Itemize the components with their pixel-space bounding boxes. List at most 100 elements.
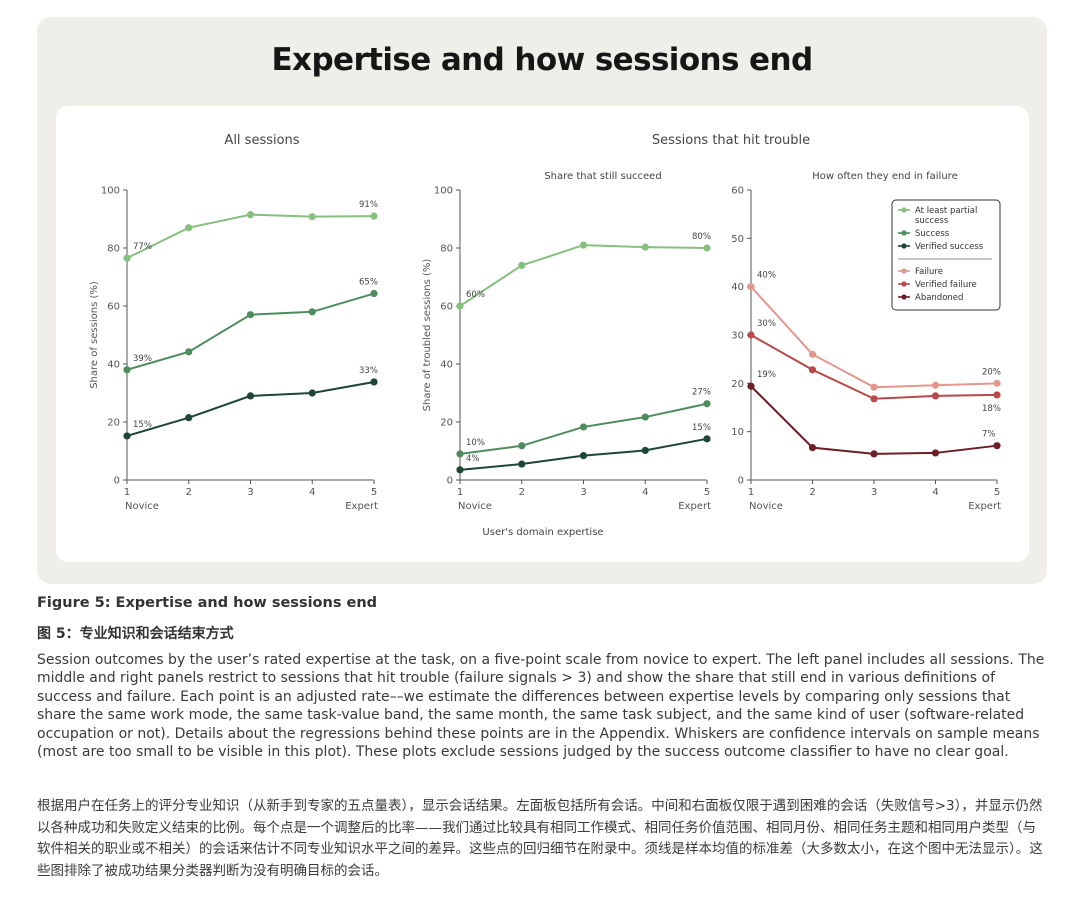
x-end-label-high: Expert [345, 501, 378, 512]
data-label: 27% [692, 388, 711, 398]
y-tick-label: 60 [107, 302, 120, 313]
data-point-partial [246, 211, 255, 219]
legend-swatch-dot [901, 243, 907, 249]
x-end-label-high: Expert [678, 501, 711, 512]
figure-title: Expertise and how sessions end [271, 42, 813, 78]
panel-title: All sessions [224, 133, 299, 148]
legend-label: Verified success [915, 242, 984, 252]
data-point-partial [703, 244, 711, 252]
data-point-abandoned [993, 442, 1001, 450]
x-end-label-low: Novice [749, 501, 783, 512]
y-tick-label: 80 [440, 244, 453, 255]
data-point-abandoned [870, 450, 878, 458]
shared-x-axis-label: User's domain expertise [482, 527, 603, 538]
group-title: Sessions that hit trouble [652, 133, 810, 148]
legend-swatch-dot [901, 281, 907, 287]
y-tick-label: 0 [447, 476, 453, 487]
x-tick-label: 3 [247, 487, 253, 498]
x-tick-label: 5 [994, 487, 1000, 498]
data-label: 60% [466, 290, 485, 300]
legend-label: Abandoned [915, 293, 963, 303]
data-point-verified [308, 389, 316, 397]
data-label: 33% [359, 366, 378, 376]
data-point-failure [931, 381, 940, 389]
legend-swatch-dot [901, 207, 907, 213]
x-tick-label: 1 [124, 487, 130, 498]
data-label: 80% [692, 232, 711, 242]
data-point-verified_failure [870, 395, 878, 403]
data-point-verified [456, 466, 464, 474]
legend-swatch-dot [901, 230, 907, 236]
data-point-verified [518, 460, 526, 468]
x-end-label-low: Novice [458, 501, 492, 512]
data-point-verified [123, 432, 131, 440]
data-point-failure [808, 350, 817, 358]
data-label: 4% [466, 454, 480, 464]
legend-label: Verified failure [915, 280, 977, 290]
legend-box [891, 199, 1001, 311]
data-point-verified [185, 414, 193, 422]
data-label: 15% [133, 420, 152, 430]
y-tick-label: 50 [731, 234, 744, 245]
series-line-success [126, 292, 375, 371]
y-axis-label: Share of troubled sessions (%) [422, 259, 433, 412]
x-end-label-high: Expert [968, 501, 1001, 512]
data-point-success [246, 311, 255, 319]
y-tick-label: 40 [107, 360, 120, 371]
data-point-success [518, 442, 526, 450]
x-tick-label: 1 [748, 487, 754, 498]
y-tick-label: 80 [107, 244, 120, 255]
data-label: 19% [757, 370, 776, 380]
data-point-success [370, 289, 378, 298]
legend-label: At least partial success [915, 206, 977, 226]
data-point-verified_failure [808, 366, 817, 374]
data-point-failure [747, 283, 755, 291]
data-point-failure [870, 383, 878, 391]
x-tick-label: 2 [519, 487, 525, 498]
caption-body: Session outcomes by the user’s rated exp… [37, 652, 1045, 761]
data-point-success [123, 366, 131, 374]
y-tick-label: 30 [731, 331, 744, 342]
data-point-partial [308, 213, 316, 221]
caption-body-cn: 根据用户在任务上的评分专业知识（从新手到专家的五点量表），显示会话结果。左面板包… [37, 798, 1043, 879]
data-point-partial [185, 224, 193, 232]
data-label: 30% [757, 319, 776, 329]
data-label: 91% [359, 200, 378, 210]
data-label: 40% [757, 271, 776, 281]
data-point-abandoned [747, 382, 755, 390]
legend-label: Success [915, 229, 950, 239]
data-point-partial [456, 302, 464, 310]
data-point-verified [246, 392, 255, 400]
caption-title: Figure 5: Expertise and how sessions end [37, 595, 378, 611]
x-tick-label: 2 [186, 487, 192, 498]
x-tick-label: 2 [809, 487, 815, 498]
y-tick-label: 20 [440, 418, 453, 429]
x-end-label-low: Novice [125, 501, 159, 512]
data-point-verified_failure [931, 392, 940, 400]
data-point-partial [370, 212, 378, 220]
y-tick-label: 0 [738, 476, 744, 487]
panel-title: How often they end in failure [812, 171, 957, 182]
x-tick-label: 4 [932, 487, 938, 498]
data-point-verified [703, 435, 711, 443]
data-label: 20% [982, 367, 1001, 377]
data-point-partial [518, 261, 526, 269]
x-tick-label: 3 [871, 487, 877, 498]
data-point-abandoned [808, 444, 817, 452]
y-tick-label: 20 [731, 379, 744, 390]
y-tick-label: 40 [731, 282, 744, 293]
y-tick-label: 0 [114, 476, 120, 487]
x-tick-label: 5 [371, 487, 377, 498]
data-point-verified [370, 378, 378, 386]
y-axis-label: Share of sessions (%) [89, 281, 100, 389]
x-tick-label: 1 [457, 487, 463, 498]
legend-swatch-dot [901, 294, 907, 300]
data-label: 7% [982, 430, 996, 440]
y-tick-label: 100 [101, 186, 120, 197]
y-tick-label: 60 [731, 186, 744, 197]
y-tick-label: 20 [107, 418, 120, 429]
data-point-success [308, 308, 316, 316]
data-point-success [579, 423, 588, 431]
caption-title-cn: 图 5：专业知识和会话结束方式 [37, 626, 234, 642]
y-tick-label: 40 [440, 360, 453, 371]
